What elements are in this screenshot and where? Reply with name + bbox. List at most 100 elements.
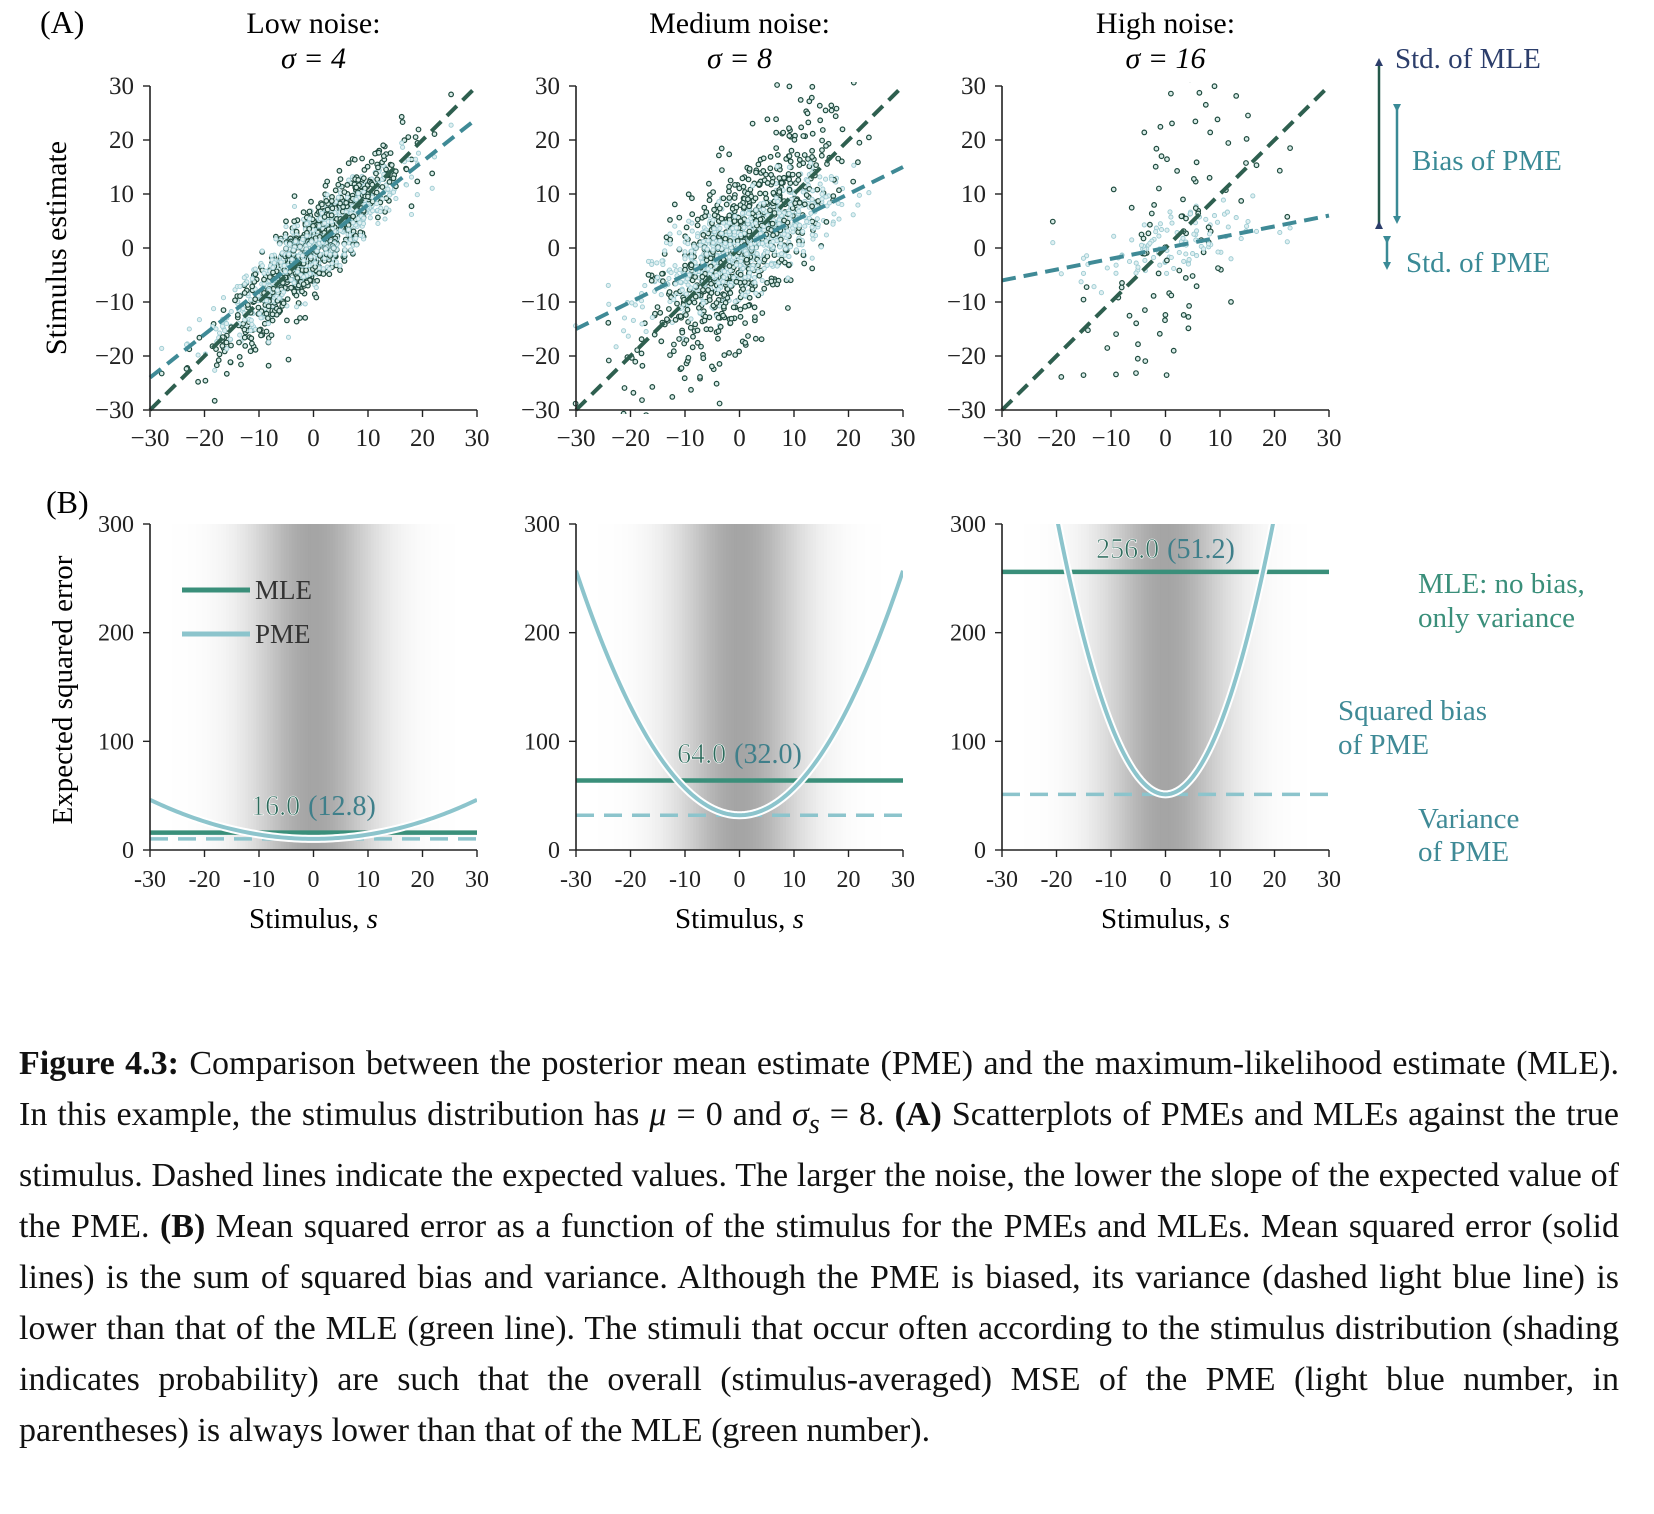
mle-point [297, 315, 303, 321]
mle-point [796, 156, 803, 163]
mle-point [715, 335, 721, 342]
shade-strip [171, 524, 176, 850]
mle-point [158, 370, 165, 377]
mle-point [351, 156, 358, 163]
mse-value-label: 256.0 (51.2) [1096, 534, 1235, 565]
mle-point [1164, 156, 1170, 163]
pme-point [745, 289, 751, 295]
mle-point [639, 397, 645, 404]
pme-point [337, 263, 343, 269]
shade-strip [278, 524, 282, 850]
pme-point [301, 257, 307, 264]
pme-point [1194, 253, 1200, 259]
shade-strip [1247, 524, 1251, 850]
mle-point [293, 318, 300, 325]
mle-point [727, 177, 734, 184]
y-tick-label: 20 [109, 127, 134, 154]
mle-point [268, 332, 275, 339]
shade-strip [316, 524, 320, 850]
mle-point [249, 283, 256, 290]
x-tick-label: -10 [669, 867, 701, 893]
x-label-text: Stimulus, [675, 903, 793, 935]
shade-strip [1236, 524, 1240, 850]
shade-strip [376, 524, 380, 850]
pme-point [682, 249, 688, 255]
shade-strip [589, 524, 593, 850]
mle-point [340, 203, 347, 210]
pme-point [283, 245, 289, 252]
shade-strip [250, 524, 255, 850]
mle-point [630, 389, 637, 396]
pme-point [830, 221, 836, 227]
shade-strip [395, 524, 399, 850]
mle-point [694, 222, 701, 229]
mle-point [749, 286, 756, 293]
mle-point [727, 320, 734, 326]
pme-point [667, 241, 673, 247]
x-label-var: s [793, 903, 804, 935]
mle-point [634, 347, 641, 354]
mle-point [657, 309, 664, 316]
pme-point [645, 258, 652, 264]
pme-point [293, 238, 299, 245]
pme-point [274, 287, 281, 293]
pme-point [405, 156, 411, 162]
shade-strip [1176, 524, 1180, 850]
mle-point [216, 351, 223, 358]
shade-strip [239, 524, 244, 850]
pme-point [759, 240, 765, 247]
pme-point [792, 223, 798, 229]
mle-point [667, 236, 674, 243]
shade-strip [185, 524, 189, 850]
mle-point [746, 203, 753, 210]
mle-point [737, 271, 744, 278]
mle-point [365, 193, 371, 200]
x-axis-label: Stimulus, s [1101, 903, 1230, 935]
shade-strip [1132, 524, 1137, 850]
x-tick-label: −30 [130, 425, 169, 452]
x-tick-label: −20 [611, 425, 650, 452]
pme-point [721, 274, 727, 280]
shade-strip [378, 524, 383, 850]
shade-strip [150, 524, 154, 850]
shade-strip [671, 524, 675, 850]
mle-point [1192, 205, 1199, 212]
shade-strip [1075, 524, 1079, 850]
shade-strip [764, 524, 768, 850]
y-label-a: Stimulus estimate [40, 141, 73, 355]
shade-strip [832, 524, 836, 850]
mle-point [866, 134, 872, 141]
shade-strip [324, 524, 328, 850]
pme-point [1111, 233, 1117, 239]
mle-point [252, 271, 259, 278]
pme-point [211, 306, 217, 312]
mle-point [1233, 92, 1240, 99]
mle-point [706, 297, 713, 303]
pme-point [377, 209, 383, 215]
x-tick-label: 10 [782, 425, 807, 452]
shade-strip [1130, 524, 1134, 850]
mle-point [1222, 77, 1227, 82]
shade-strip [207, 524, 211, 850]
mle-point [236, 339, 242, 346]
shade-strip [788, 524, 792, 850]
shade-strip [318, 524, 323, 850]
shade-strip [417, 524, 421, 850]
shade-strip [209, 524, 214, 850]
pme-point [1181, 258, 1187, 264]
mle-point [786, 261, 792, 268]
pme-point [323, 246, 329, 252]
y-tick-label: −30 [947, 397, 986, 424]
mle-point [1253, 162, 1260, 169]
pme-point [733, 225, 739, 231]
pme-point [759, 277, 765, 284]
mle-point [1119, 280, 1125, 286]
mle-point [819, 127, 826, 133]
mle-point [639, 362, 646, 369]
mse-value-label: 16.0 (12.8) [251, 791, 376, 822]
mle-point [291, 288, 298, 295]
y-tick-label: −10 [95, 289, 134, 316]
pme-point [742, 292, 748, 298]
mle-point [769, 178, 776, 185]
y-tick-label: 20 [535, 127, 560, 154]
